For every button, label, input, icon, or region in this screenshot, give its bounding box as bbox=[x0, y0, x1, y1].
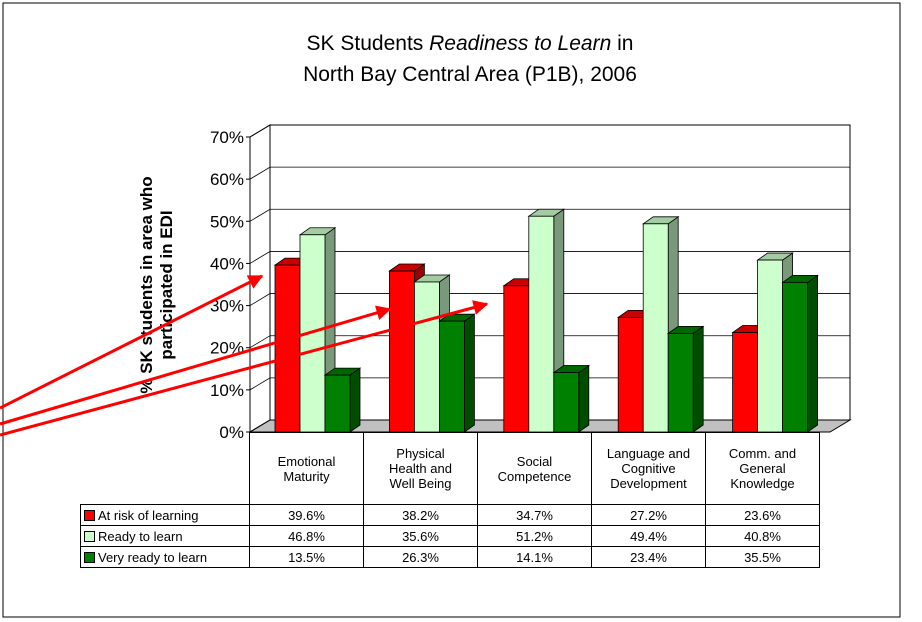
header-row: Emotional Maturity Physical Health and We… bbox=[81, 432, 820, 505]
arrow bbox=[0, 300, 489, 437]
series-row: Very ready to learn 13.5% 26.3% 14.1% 23.4% 3… bbox=[80, 546, 820, 568]
arrow bbox=[0, 305, 392, 426]
data-table: Emotional Maturity Physical Health and We… bbox=[80, 432, 820, 568]
grid-line bbox=[249, 208, 850, 222]
bar bbox=[324, 374, 351, 433]
y-tick-label: 50% bbox=[210, 212, 244, 231]
bar-side bbox=[692, 325, 704, 433]
corner bbox=[81, 433, 250, 505]
y-tick-label: 30% bbox=[210, 297, 244, 316]
plot: 0% 10% 20% 30% 40% 50% 60% 70% bbox=[210, 124, 852, 442]
grid-line bbox=[249, 124, 850, 138]
legend-entry: Very ready to learn bbox=[80, 546, 250, 568]
value-label: 38.2% bbox=[363, 504, 478, 526]
y-tick-label: 10% bbox=[210, 381, 244, 400]
value-label: 23.4% bbox=[591, 546, 706, 568]
category-label: Physical Health and Well Being bbox=[363, 432, 478, 505]
series-row: Ready to learn 46.8% 35.6% 51.2% 49.4% 40.8% bbox=[80, 525, 820, 547]
bar bbox=[528, 215, 555, 433]
legend-key bbox=[84, 530, 95, 542]
legend-label: At risk of learning bbox=[98, 507, 199, 523]
legend-label: Very ready to learn bbox=[98, 549, 208, 565]
value-label: 26.3% bbox=[363, 546, 478, 568]
y-axis-label-line: % SK students in area who bbox=[137, 176, 156, 393]
y-tick-label: 0% bbox=[219, 423, 244, 442]
bar bbox=[413, 281, 440, 433]
value-label: 49.4% bbox=[591, 525, 706, 547]
category-label: Comm. and General Knowledge bbox=[705, 432, 820, 505]
legend-entry: At risk of learning bbox=[80, 504, 250, 526]
legend-label: Ready to learn bbox=[98, 528, 183, 544]
grid-line bbox=[249, 166, 850, 180]
legend-entry: Ready to learn bbox=[80, 525, 250, 547]
value-label: 39.6% bbox=[249, 504, 364, 526]
value-label: 51.2% bbox=[477, 525, 592, 547]
bar bbox=[274, 264, 301, 433]
bar bbox=[642, 223, 669, 433]
category-label: Emotional Maturity bbox=[249, 432, 364, 505]
bar bbox=[667, 332, 694, 433]
legend-key bbox=[84, 509, 95, 521]
category-label: Language and Cognitive Development bbox=[591, 432, 706, 505]
bar-side bbox=[463, 313, 475, 433]
value-label: 13.5% bbox=[249, 546, 364, 568]
bar bbox=[782, 281, 808, 433]
bar bbox=[617, 316, 644, 433]
y-tick-label: 40% bbox=[210, 254, 244, 273]
bar bbox=[438, 320, 465, 433]
value-label: 23.6% bbox=[705, 504, 820, 526]
value-label: 34.7% bbox=[477, 504, 592, 526]
y-tick-label: 70% bbox=[210, 128, 244, 147]
chart-title: SK Students Readiness to Learn in bbox=[307, 32, 634, 55]
bar bbox=[732, 332, 758, 433]
value-label: 27.2% bbox=[591, 504, 706, 526]
bar bbox=[553, 372, 580, 433]
title-part: in bbox=[617, 32, 633, 55]
chart-title: North Bay Central Area (P1B), 2006 bbox=[303, 63, 637, 86]
legend-key bbox=[84, 551, 95, 563]
bar-side bbox=[807, 274, 818, 433]
value-label: 40.8% bbox=[705, 525, 820, 547]
bar-side bbox=[349, 367, 361, 433]
value-label: 46.8% bbox=[249, 525, 364, 547]
title-part: Readiness to Learn bbox=[429, 32, 611, 55]
y-tick-label: 20% bbox=[210, 339, 244, 358]
category-label: Social Competence bbox=[477, 432, 592, 505]
y-tick-label: 60% bbox=[210, 170, 244, 189]
series-row: At risk of learning 39.6% 38.2% 34.7% 27.2% 2… bbox=[80, 504, 820, 526]
arrows bbox=[0, 274, 489, 437]
bar bbox=[503, 285, 530, 433]
bar-side bbox=[578, 364, 590, 433]
value-label: 35.6% bbox=[363, 525, 478, 547]
bar bbox=[757, 259, 783, 433]
arrow bbox=[0, 274, 264, 410]
title-part: SK Students bbox=[307, 32, 424, 55]
value-label: 14.1% bbox=[477, 546, 592, 568]
y-axis-label-line: participated in EDI bbox=[157, 210, 176, 359]
bar bbox=[388, 270, 415, 433]
value-label: 35.5% bbox=[705, 546, 820, 568]
